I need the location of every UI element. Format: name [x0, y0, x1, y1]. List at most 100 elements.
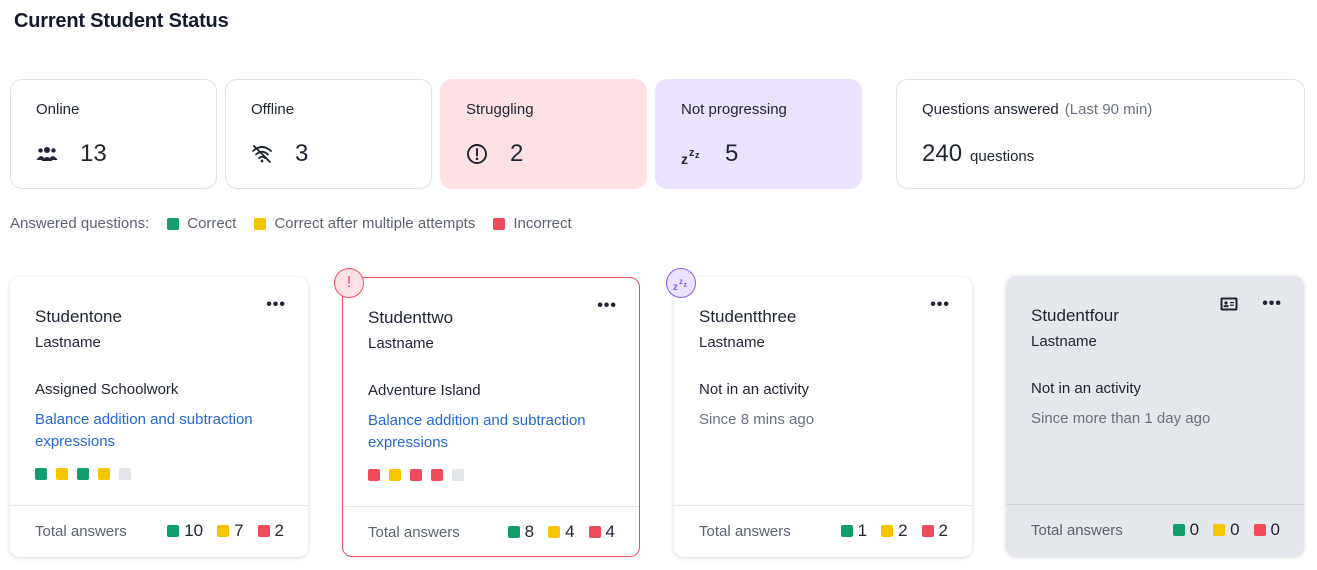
wifi-off-icon: [251, 143, 273, 165]
recent-answers: [368, 469, 473, 481]
stat-questions-unit: questions: [970, 148, 1035, 165]
page-title: Current Student Status: [14, 10, 229, 32]
more-options-icon[interactable]: •••: [597, 297, 617, 314]
legend-multi-label: Correct after multiple attempts: [274, 215, 476, 232]
id-card-icon[interactable]: [1220, 297, 1238, 311]
student-card[interactable]: Studentone Lastname ••• Assigned Schoolw…: [10, 277, 308, 557]
multi-count: 2: [881, 521, 908, 541]
correct-count: 1: [840, 521, 868, 541]
student-activity: Not in an activity: [1031, 380, 1142, 397]
not-progressing-badge-icon: z z z: [666, 268, 696, 298]
svg-text:z: z: [681, 151, 688, 165]
svg-text:z: z: [673, 282, 678, 291]
stat-questions-sub: (Last 90 min): [1064, 101, 1153, 118]
incorrect-count: 2: [921, 521, 948, 541]
activity-link[interactable]: Balance addition and subtraction express…: [35, 411, 253, 450]
answer-dot: [452, 469, 464, 481]
stat-questions-label: Questions answered (Last 90 min): [922, 101, 1152, 118]
more-options-icon[interactable]: •••: [1262, 295, 1282, 312]
stat-offline-value: 3: [295, 140, 309, 167]
legend-correct-label: Correct: [187, 215, 237, 232]
struggling-badge-icon: !: [334, 268, 364, 298]
multi-count: 4: [548, 522, 575, 542]
multi-count-value: 0: [1230, 520, 1240, 539]
student-first-name: Studenttwo: [368, 308, 454, 327]
card-divider: [1006, 504, 1304, 505]
legend-correct: Correct: [167, 215, 236, 232]
card-footer: Total answers 10 7 2: [35, 521, 284, 541]
stat-struggling-value: 2: [510, 140, 524, 167]
student-card[interactable]: Studentfour Lastname ••• Not in an activ…: [1006, 276, 1304, 556]
card-footer: Total answers 8 4 4: [368, 522, 615, 542]
student-card[interactable]: Studenttwo Lastname ••• Adventure Island…: [342, 277, 640, 557]
stat-struggling: Struggling 2: [440, 79, 647, 189]
legend-incorrect-swatch: [493, 217, 506, 230]
answer-dot: [77, 468, 89, 480]
stat-not-progressing: Not progressing z z z 5: [655, 79, 862, 189]
incorrect-count: 4: [588, 522, 615, 542]
svg-text:z: z: [695, 150, 700, 160]
stat-offline-label: Offline: [251, 101, 295, 118]
card-footer: Total answers 1 2 2: [699, 521, 948, 541]
correct-count-value: 0: [1189, 520, 1200, 539]
people-icon: [36, 143, 58, 165]
stat-questions-label-text: Questions answered: [922, 101, 1059, 118]
legend-incorrect-label: Incorrect: [513, 215, 572, 232]
stat-struggling-label: Struggling: [466, 101, 534, 118]
incorrect-count: 2: [257, 521, 284, 541]
card-divider: [10, 505, 308, 506]
answer-dot: [368, 469, 380, 481]
stat-offline: Offline 3: [225, 79, 432, 189]
activity-since: Since 8 mins ago: [699, 411, 815, 428]
student-activity: Assigned Schoolwork: [35, 381, 179, 398]
student-last-name: Lastname: [1031, 333, 1097, 350]
answer-dot: [35, 468, 47, 480]
answer-dot: [98, 468, 110, 480]
student-first-name: Studentthree: [699, 307, 797, 326]
answer-dot: [389, 469, 401, 481]
correct-count-value: 10: [184, 521, 204, 540]
legend-prefix: Answered questions:: [10, 215, 150, 232]
recent-answers: [35, 468, 140, 480]
total-answers-label: Total answers: [1031, 521, 1123, 539]
legend-multi: Correct after multiple attempts: [254, 215, 475, 232]
multi-count-value: 4: [565, 522, 575, 541]
more-options-icon[interactable]: •••: [930, 296, 950, 313]
multi-count-value: 2: [898, 521, 908, 540]
correct-count-value: 1: [857, 521, 868, 540]
alert-circle-icon: [466, 143, 488, 165]
activity-since: Since more than 1 day ago: [1031, 410, 1211, 427]
incorrect-count-value: 2: [938, 521, 948, 540]
student-first-name: Studentfour: [1031, 306, 1119, 325]
multi-count: 0: [1213, 520, 1240, 540]
legend-incorrect: Incorrect: [493, 215, 572, 232]
card-divider: [674, 505, 972, 506]
student-last-name: Lastname: [699, 334, 765, 351]
answer-dot: [431, 469, 443, 481]
correct-count-value: 8: [524, 522, 535, 541]
incorrect-count-value: 4: [605, 522, 615, 541]
total-answers-label: Total answers: [35, 522, 127, 540]
student-activity: Adventure Island: [368, 382, 481, 399]
correct-count: 8: [507, 522, 535, 542]
answer-dot: [410, 469, 422, 481]
stat-questions-answered: Questions answered (Last 90 min) 240 ques…: [896, 79, 1305, 189]
card-footer: Total answers 0 0 0: [1031, 520, 1280, 540]
total-answers-label: Total answers: [699, 522, 791, 540]
zzz-icon: z z z: [681, 143, 703, 165]
legend-correct-swatch: [167, 217, 180, 230]
answer-dot: [56, 468, 68, 480]
activity-link[interactable]: Balance addition and subtraction express…: [368, 412, 586, 451]
svg-text:z: z: [679, 277, 683, 286]
svg-text:z: z: [689, 147, 695, 159]
stat-not-progressing-label: Not progressing: [681, 101, 787, 118]
student-last-name: Lastname: [35, 334, 101, 351]
more-options-icon[interactable]: •••: [266, 296, 286, 313]
student-activity: Not in an activity: [699, 381, 810, 398]
correct-count: 0: [1172, 520, 1200, 540]
incorrect-count-value: 2: [274, 521, 284, 540]
student-card[interactable]: Studentthree Lastname ••• Not in an acti…: [674, 277, 972, 557]
card-divider: [343, 506, 639, 507]
total-answers-label: Total answers: [368, 523, 460, 541]
stat-not-progressing-value: 5: [725, 140, 739, 167]
